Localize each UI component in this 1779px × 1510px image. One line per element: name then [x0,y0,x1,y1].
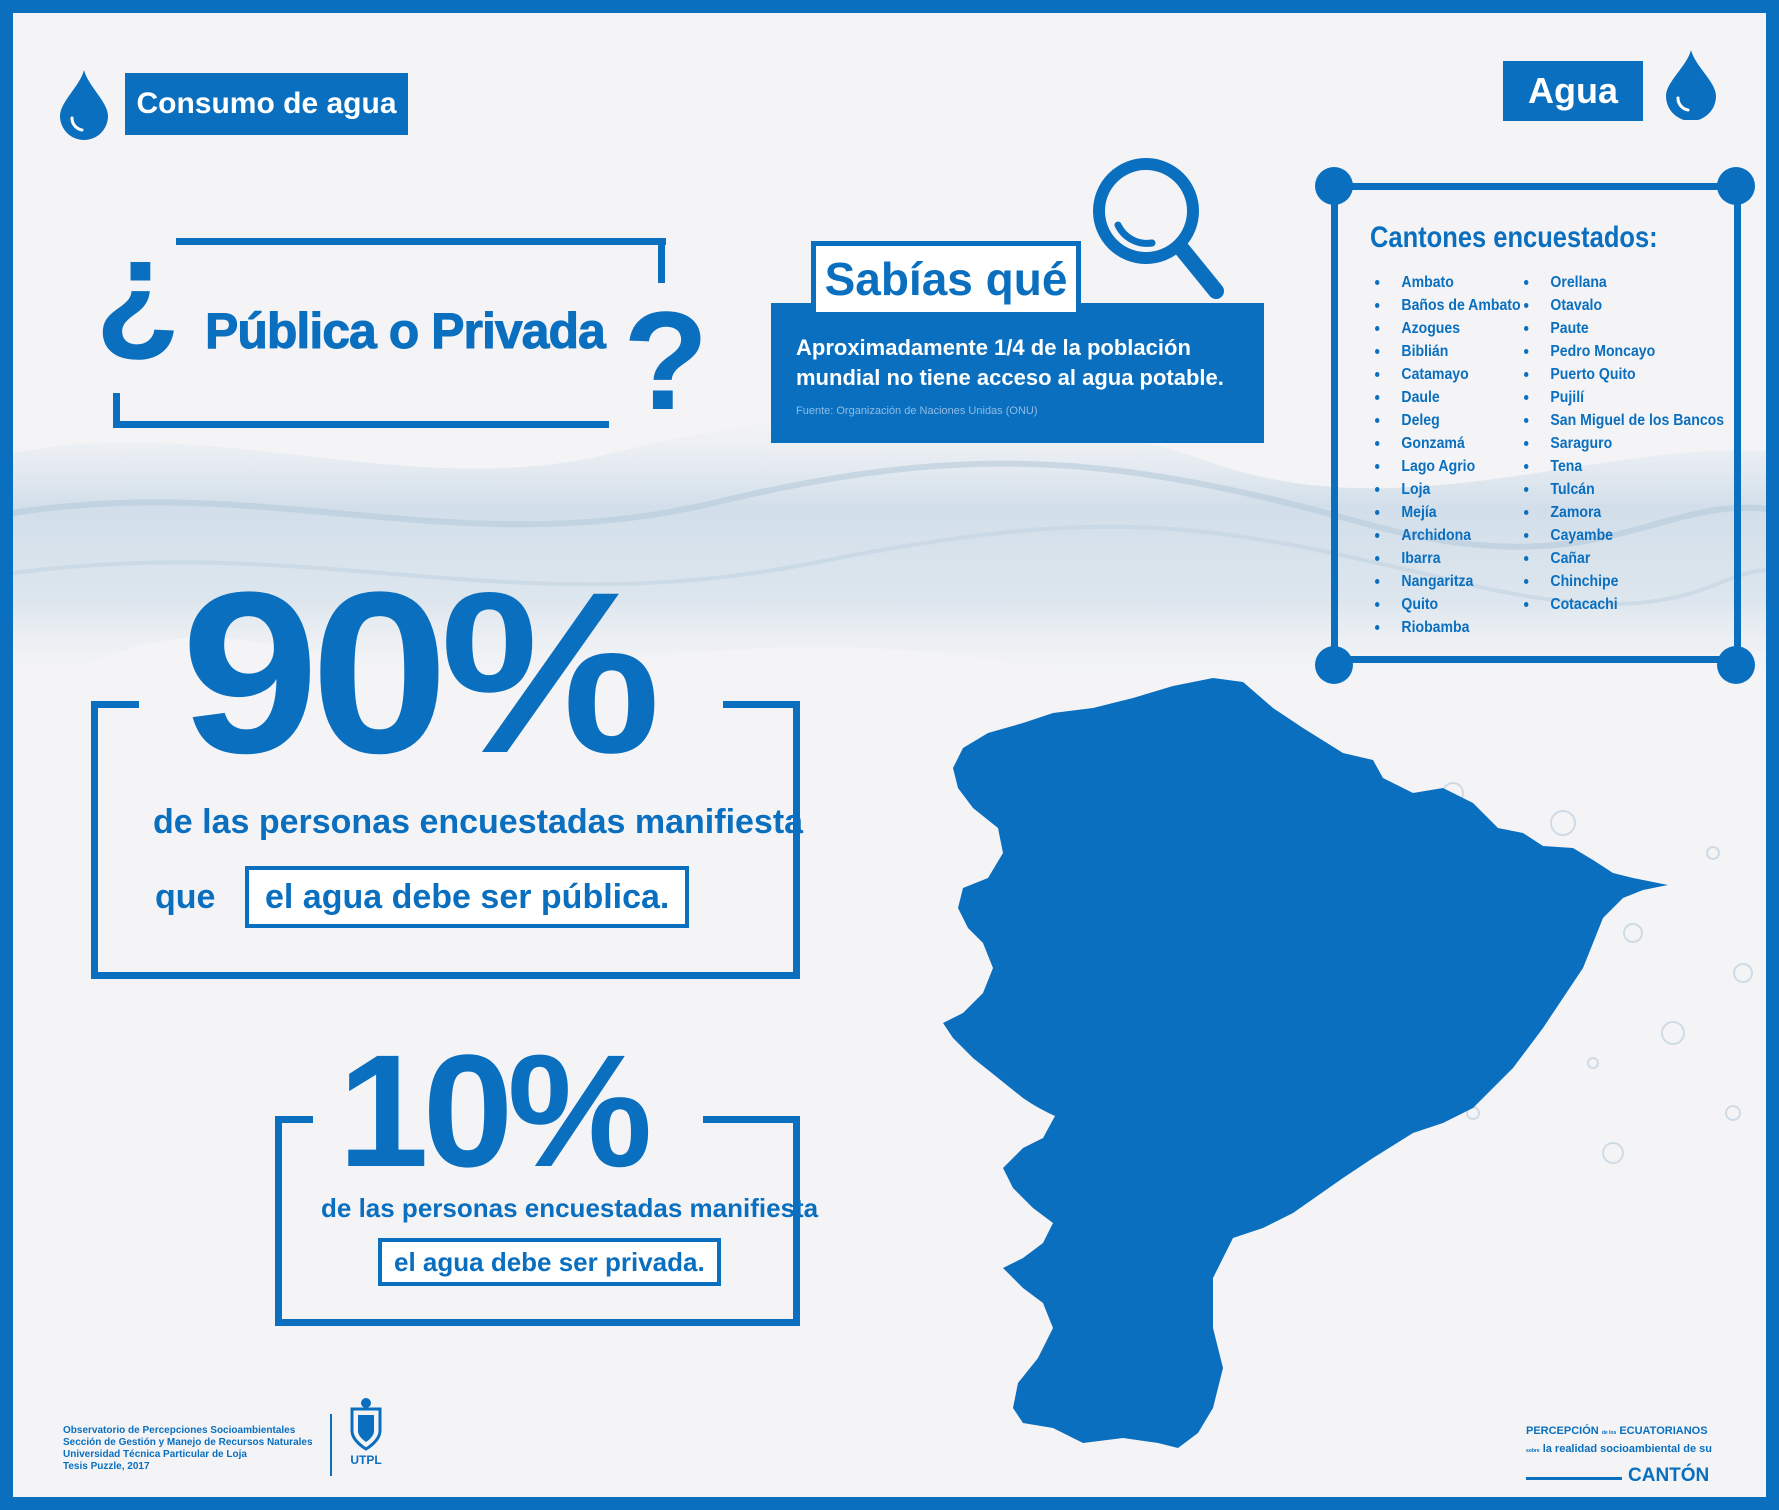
canton-item: Catamayo [1375,363,1521,386]
brand-line1a: PERCEPCIÓN [1526,1425,1599,1437]
question-open-mark: ¿ [95,209,181,366]
question-bracket-bottom [113,421,609,428]
brand-small2: sobre [1526,1448,1540,1454]
canton-item: Saraguro [1524,432,1724,455]
canton-item: Chinchipe [1524,570,1724,593]
stat-public-line1: de las personas encuestadas manifiesta [153,803,804,841]
fact-line2: mundial no tiene acceso al agua potable. [796,365,1224,390]
fact-title: Sabías qué [811,241,1081,317]
canton-item: Baños de Ambato [1375,294,1521,317]
fact-box [771,303,1264,443]
stat-private-value: 10% [338,1021,652,1200]
bracket-bottom [91,972,800,979]
water-background [13,413,1766,682]
magnifier-icon [1093,158,1224,299]
brand-rule [1526,1477,1622,1480]
water-drop-icon [60,70,108,140]
stat-public-highlight: el agua debe ser pública. [245,866,690,928]
footer-org-line2: Sección de Gestión y Manejo de Recursos … [63,1437,313,1448]
canton-item: Azogues [1375,317,1521,340]
stat-private-line1: de las personas encuestadas manifiesta [321,1193,819,1223]
canton-item: Biblián [1375,340,1521,363]
question-close-mark: ? [623,282,709,439]
bracket-top-right [703,1116,800,1123]
canton-item: Nangaritza [1375,570,1521,593]
ecuador-map [943,678,1668,1448]
footer-org-line1: Observatorio de Percepciones Socioambien… [63,1425,296,1436]
footer-org-line3: Universidad Técnica Particular de Loja [63,1449,247,1460]
cantons-title: Cantones encuestados: [1370,221,1658,254]
canton-item: Paute [1524,317,1724,340]
footer-org-line4: Tesis Puzzle, 2017 [63,1461,150,1472]
bracket-top-left [275,1116,313,1123]
fact-line1: Aproximadamente 1/4 de la población [796,335,1191,360]
canton-item: Zamora [1524,501,1724,524]
canton-item: Ibarra [1375,547,1521,570]
footer-org: Observatorio de Percepciones Socioambien… [63,1425,313,1473]
water-drop-icon [1666,50,1716,120]
bracket-right [793,1116,800,1326]
footer-divider [330,1414,332,1476]
cantons-box [1331,183,1741,663]
utpl-shield-icon [350,1398,382,1451]
cantons-column-2: Orellana Otavalo Paute Pedro Moncayo Puerto … [1524,271,1724,616]
brand-line1: PERCEPCIÓN de los ECUATORIANOS [1526,1425,1708,1437]
canton-item: Pedro Moncayo [1524,340,1724,363]
corner-dot [1315,646,1353,684]
canton-item: Lago Agrio [1375,455,1521,478]
canton-item: Pujilí [1524,386,1724,409]
stat-public-value: 90% [181,544,661,801]
canton-item: Cañar [1524,547,1724,570]
bracket-right [793,701,800,979]
brand-line2: la realidad socioambiental de su [1542,1443,1713,1455]
bracket-top-left [91,701,139,708]
canton-item: Daule [1375,386,1521,409]
canton-item: Riobamba [1375,616,1521,639]
canton-item: Cayambe [1524,524,1724,547]
canton-item: Mejía [1375,501,1521,524]
bracket-left [275,1116,282,1326]
canton-item: Archidona [1375,524,1521,547]
corner-dot [1315,167,1353,205]
brand-small1: de los [1601,1430,1617,1436]
fact-source: Fuente: Organización de Naciones Unidas … [796,405,1038,417]
corner-dot [1717,167,1755,205]
canton-item: Puerto Quito [1524,363,1724,386]
utpl-logo-text: UTPL [350,1453,382,1467]
bracket-left [91,701,98,979]
consumo-tag: Consumo de agua [125,73,408,135]
canton-item: Gonzamá [1375,432,1521,455]
canton-item: Cotacachi [1524,593,1724,616]
canton-item: Orellana [1524,271,1724,294]
canton-item: Quito [1375,593,1521,616]
canton-item: Tena [1524,455,1724,478]
canton-item: Loja [1375,478,1521,501]
canton-item: San Miguel de los Bancos [1524,409,1724,432]
canton-item: Tulcán [1524,478,1724,501]
canton-item: Otavalo [1524,294,1724,317]
bracket-bottom [275,1319,800,1326]
question-bracket-top-end [658,238,665,283]
agua-tag: Agua [1503,61,1643,121]
question-bracket-top [176,238,666,245]
canton-item: Ambato [1375,271,1521,294]
brand-line3: CANTÓN [1628,1465,1710,1486]
stat-public-prefix: que [155,878,216,916]
cantons-column-1: Ambato Baños de Ambato Azogues Biblián Catam… [1375,271,1521,639]
brand-line2-wrap: sobre la realidad socioambiental de su [1526,1443,1712,1455]
bracket-top-right [723,701,800,708]
canton-item: Deleg [1375,409,1521,432]
question-bracket-bottom-end [113,393,120,428]
question-text: Pública o Privada [205,303,607,359]
brand-line1b: ECUATORIANOS [1619,1425,1708,1437]
corner-dot [1717,646,1755,684]
stat-private-highlight: el agua debe ser privada. [378,1238,721,1286]
